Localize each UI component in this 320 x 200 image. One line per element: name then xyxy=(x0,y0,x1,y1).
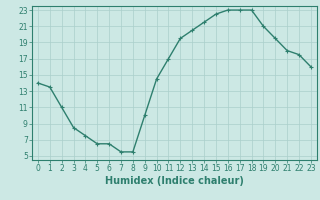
X-axis label: Humidex (Indice chaleur): Humidex (Indice chaleur) xyxy=(105,176,244,186)
